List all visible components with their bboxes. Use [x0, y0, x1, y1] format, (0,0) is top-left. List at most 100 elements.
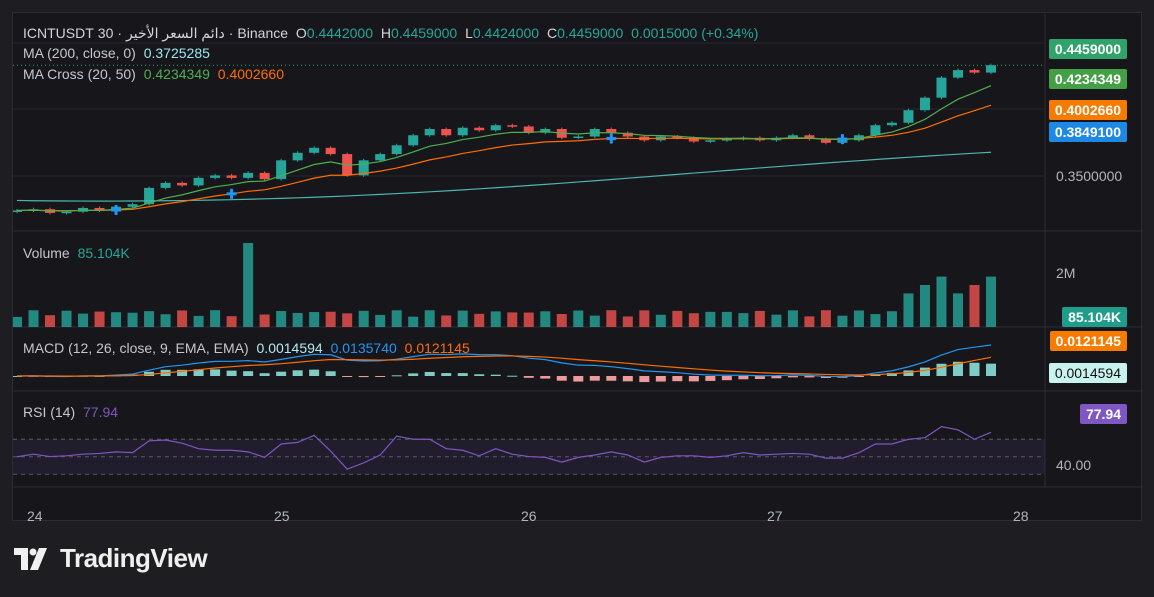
volume-bar	[474, 313, 485, 327]
volume-bar	[424, 310, 435, 327]
volume-bar	[28, 310, 39, 327]
macd-signal-tag: 0.0121145	[1049, 331, 1127, 351]
volume-bar	[672, 310, 683, 327]
candle-body	[969, 70, 980, 73]
candle-body	[672, 136, 683, 139]
interval-text: 30	[97, 25, 114, 41]
volume-bar	[754, 310, 765, 327]
macd-legend[interactable]: MACD (12, 26, close, 9, EMA, EMA) 0.0014…	[23, 340, 474, 356]
macd-hist-bar	[523, 376, 534, 378]
volume-bar	[705, 311, 716, 327]
volume-bar	[870, 314, 881, 327]
candle-body	[919, 97, 930, 111]
macd-hist-bar	[424, 371, 435, 376]
candle-body	[243, 172, 254, 178]
volume-bar	[837, 315, 848, 327]
separator-dot: ·	[117, 25, 123, 41]
candle-body	[540, 129, 551, 133]
volume-bar	[309, 312, 320, 327]
volume-bar	[144, 311, 155, 327]
symbol-text[interactable]: ICNTUSDT	[23, 25, 94, 41]
ma200-label: MA (200, close, 0)	[23, 45, 136, 61]
volume-bar	[193, 315, 204, 327]
volume-bar	[226, 316, 237, 327]
volume-legend[interactable]: Volume 85.104K	[23, 245, 134, 261]
macd-hist-bar	[391, 375, 402, 377]
volume-bar	[639, 310, 650, 327]
rsi-legend[interactable]: RSI (14) 77.94	[23, 404, 122, 420]
rsi-axis-tick: 40.00	[1056, 457, 1092, 473]
macd-hist-bar	[292, 370, 303, 376]
candle-body	[457, 127, 468, 136]
volume-bar	[358, 310, 369, 327]
chart-frame[interactable]: ICNTUSDT 30 · دائم السعر الأخير · Binance O0.…	[12, 12, 1143, 524]
volume-bar	[325, 311, 336, 327]
candle-body	[193, 177, 204, 186]
slow-ma-tag: 0.4002660	[1048, 100, 1127, 120]
candle-body	[292, 152, 303, 161]
low-label: L	[465, 25, 473, 41]
open-value: 0.4442000	[306, 25, 373, 41]
separator-dot: ·	[228, 25, 234, 41]
descriptor-text: دائم السعر الأخير	[126, 25, 225, 41]
macd-macd-value: 0.0135740	[330, 340, 397, 356]
cross-price-tag: 0.3849100	[1048, 122, 1127, 142]
macd-hist-bar	[853, 376, 864, 377]
open-label: O	[295, 25, 307, 41]
volume-value: 85.104K	[77, 245, 130, 261]
macd-hist-bar	[672, 376, 683, 382]
high-label: H	[380, 25, 391, 41]
candle-body	[61, 211, 72, 214]
volume-bar	[490, 311, 501, 327]
rsi-value: 77.94	[83, 404, 119, 420]
macd-hist-bar	[622, 376, 633, 382]
macd-hist-bar	[177, 369, 188, 376]
ma200-legend[interactable]: MA (200, close, 0) 0.3725285	[23, 45, 214, 61]
volume-bar	[276, 311, 287, 327]
candle-body	[391, 145, 402, 155]
candle-body	[853, 135, 864, 141]
macd-hist-bar	[655, 376, 666, 382]
volume-bar	[540, 311, 551, 327]
macd-hist-bar	[276, 371, 287, 376]
chart-canvas[interactable]	[13, 13, 1143, 522]
candle-body	[441, 129, 452, 136]
macd-hist-bar	[804, 376, 815, 378]
brand-text: TradingView	[60, 543, 208, 573]
macd-hist-bar	[193, 369, 204, 376]
x-tick-28: 28	[1013, 508, 1029, 524]
macd-hist-bar	[573, 376, 584, 382]
macross-legend[interactable]: MA Cross (20, 50) 0.4234349 0.4002660	[23, 66, 288, 82]
candle-body	[13, 210, 22, 212]
volume-bar	[61, 310, 72, 327]
macd-signal-value: 0.0121145	[404, 340, 470, 356]
macd-hist-bar	[688, 376, 699, 382]
ma-fast-line	[16, 85, 992, 212]
volume-bar	[721, 311, 732, 327]
candle-body	[870, 125, 881, 136]
candle-body	[886, 122, 897, 126]
volume-bar	[688, 313, 699, 327]
change-value: 0.0015000 (+0.34%)	[631, 25, 759, 41]
tradingview-logo[interactable]: TradingView	[14, 543, 208, 574]
volume-bar	[787, 310, 798, 327]
candle-body	[276, 160, 287, 180]
volume-bar	[127, 312, 138, 327]
candle-body	[309, 147, 320, 153]
macd-hist-bar	[375, 376, 386, 377]
macd-hist-bar	[309, 369, 320, 376]
candle-body	[127, 204, 138, 207]
macd-hist-bar	[589, 376, 600, 381]
candle-body	[936, 77, 947, 98]
rsi-label: RSI (14)	[23, 404, 76, 420]
volume-bar	[259, 314, 270, 327]
macd-hist-bar	[259, 373, 270, 376]
low-value: 0.4424000	[472, 25, 540, 41]
candle-body	[226, 175, 237, 178]
volume-bar	[94, 311, 105, 327]
volume-bar	[853, 310, 864, 327]
volume-bar	[969, 285, 980, 327]
volume-bar	[78, 313, 89, 327]
macd-hist-bar	[969, 362, 980, 376]
candle-body	[375, 154, 386, 161]
